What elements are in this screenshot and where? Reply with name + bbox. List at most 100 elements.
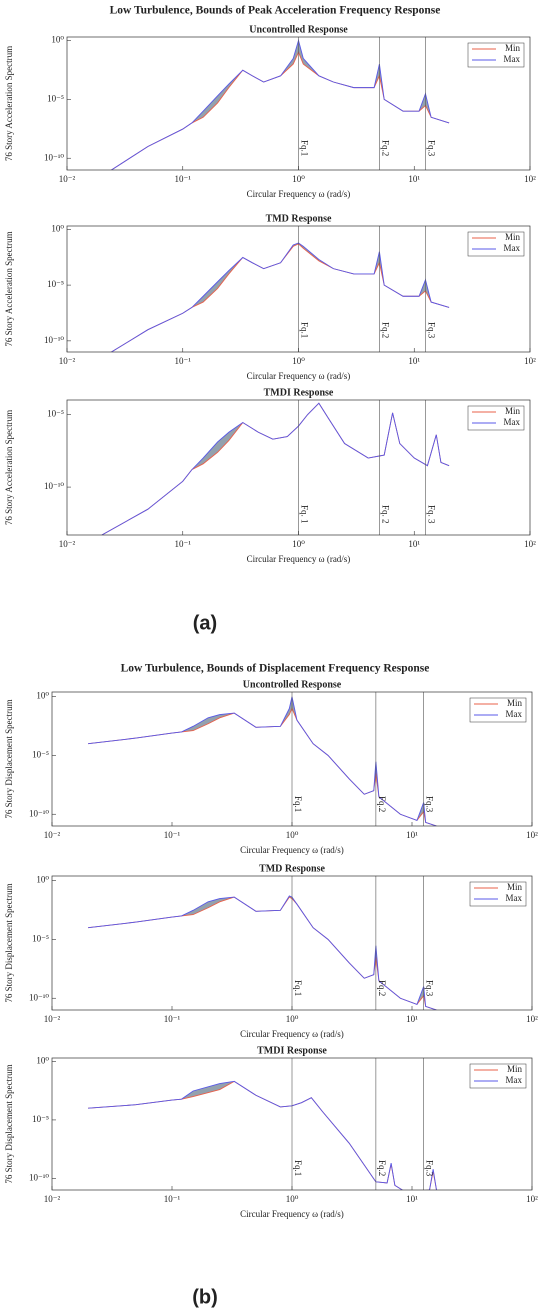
legend-box [469, 697, 527, 723]
x-tick-label: 10⁻¹ [164, 1194, 181, 1204]
plot-area [88, 696, 438, 826]
x-tick-label: 10¹ [406, 830, 418, 840]
x-tick-label: 10⁻¹ [175, 539, 192, 549]
legend-label: Min [507, 882, 523, 892]
legend-label: Min [507, 1064, 523, 1074]
x-tick-label: 10² [524, 539, 536, 549]
legend-box [467, 42, 525, 68]
x-axis-label: Circular Frequency ω (rad/s) [240, 845, 344, 855]
y-tick-label: 10⁰ [36, 1056, 49, 1066]
series-line [110, 38, 450, 170]
legend-box [467, 405, 525, 431]
frequency-label: Fq.1 [293, 1160, 303, 1176]
figure-a-label: (a) [193, 612, 217, 634]
frequency-label: Fq.3 [425, 796, 435, 813]
series-line [110, 242, 450, 352]
bounds-band [101, 403, 450, 535]
y-tick-label: 10⁻¹⁰ [44, 152, 64, 162]
x-tick-label: 10⁰ [286, 830, 299, 840]
frequency-label: Fq.1 [293, 796, 303, 812]
x-tick-label: 10⁰ [292, 356, 305, 366]
legend-label: Max [506, 1075, 523, 1085]
legend-label: Max [504, 417, 521, 427]
figure-b-title: Low Turbulence, Bounds of Displacement F… [121, 663, 430, 675]
y-tick-label: 10⁻¹⁰ [29, 808, 49, 818]
y-tick-label: 10⁻⁵ [32, 750, 49, 760]
y-tick-label: 10⁰ [36, 875, 49, 885]
bounds-band [111, 242, 450, 352]
x-tick-label: 10⁻² [59, 356, 76, 366]
x-tick-label: 10⁰ [286, 1014, 299, 1024]
x-tick-label: 10¹ [406, 1014, 418, 1024]
y-tick-label: 10⁻⁵ [47, 93, 64, 103]
x-tick-label: 10² [524, 174, 536, 184]
chart-title: TMD Response [266, 213, 332, 224]
frequency-label: Fq.2 [380, 322, 390, 338]
series-line [101, 402, 450, 535]
x-tick-label: 10⁰ [292, 174, 305, 184]
plot-area [88, 1080, 438, 1190]
x-axis-label: Circular Frequency ω (rad/s) [247, 189, 351, 199]
series-line [88, 896, 438, 1010]
series-line [88, 1080, 438, 1190]
y-tick-label: 10⁻¹⁰ [29, 992, 49, 1002]
y-tick-label: 10⁻¹⁰ [29, 1172, 49, 1182]
y-tick-label: 10⁻⁵ [32, 934, 49, 944]
frequency-label: Fq.2 [380, 140, 390, 156]
bounds-band [88, 696, 437, 826]
y-tick-label: 10⁻¹⁰ [44, 481, 64, 491]
x-axis-label: Circular Frequency ω (rad/s) [247, 554, 351, 564]
legend-label: Min [505, 406, 521, 416]
frequency-label: Fq.1 [293, 980, 303, 996]
plot-area [110, 38, 450, 170]
chart-title: TMD Response [259, 863, 325, 874]
legend-label: Max [504, 243, 521, 253]
legend-label: Max [506, 893, 523, 903]
frequency-label: Fq.2 [377, 796, 387, 812]
x-tick-label: 10⁰ [286, 1194, 299, 1204]
frequency-label: Fq. 2 [380, 505, 390, 524]
series-line [110, 51, 450, 170]
frequency-label: Fq.3 [425, 1160, 435, 1177]
y-tick-label: 10⁻¹⁰ [44, 335, 64, 345]
series-line [88, 696, 438, 826]
y-axis-label: 76 Story Displacement Spectrum [4, 883, 14, 1002]
x-tick-label: 10⁻¹ [175, 174, 192, 184]
x-tick-label: 10¹ [406, 1194, 418, 1204]
chart-title: TMDI Response [264, 387, 334, 398]
legend-label: Min [505, 232, 521, 242]
series-line [88, 1080, 438, 1190]
y-axis-label: 76 Story Acceleration Spectrum [4, 46, 14, 161]
legend-label: Min [505, 43, 521, 53]
series-line [88, 895, 438, 1010]
x-tick-label: 10¹ [408, 174, 420, 184]
y-axis-label: 76 Story Displacement Spectrum [4, 1064, 14, 1183]
plot-area [101, 402, 450, 535]
legend-label: Min [507, 698, 523, 708]
y-axis-label: 76 Story Acceleration Spectrum [4, 231, 14, 346]
plot-area [88, 895, 438, 1010]
x-tick-label: 10² [526, 830, 538, 840]
legend-box [469, 881, 527, 907]
frequency-label: Fq.2 [377, 1160, 387, 1176]
chart-title: Uncontrolled Response [243, 679, 342, 690]
frequency-label: Fq.3 [426, 322, 436, 339]
y-tick-label: 10⁻⁵ [47, 279, 64, 289]
y-tick-label: 10⁰ [51, 223, 64, 233]
frequency-label: Fq. 3 [426, 505, 436, 524]
legend-label: Max [506, 709, 523, 719]
x-tick-label: 10² [524, 356, 536, 366]
frequency-label: Fq.1 [299, 322, 309, 338]
series-line [110, 243, 450, 352]
y-tick-label: 10⁰ [36, 691, 49, 701]
x-tick-label: 10⁻² [44, 1194, 61, 1204]
y-tick-label: 10⁰ [51, 35, 64, 45]
chart-title: TMDI Response [257, 1045, 327, 1056]
legend-label: Max [504, 54, 521, 64]
plot-area [110, 242, 450, 352]
legend-box [467, 231, 525, 257]
x-tick-label: 10⁻² [59, 539, 76, 549]
x-tick-label: 10² [526, 1194, 538, 1204]
x-axis-label: Circular Frequency ω (rad/s) [247, 371, 351, 381]
